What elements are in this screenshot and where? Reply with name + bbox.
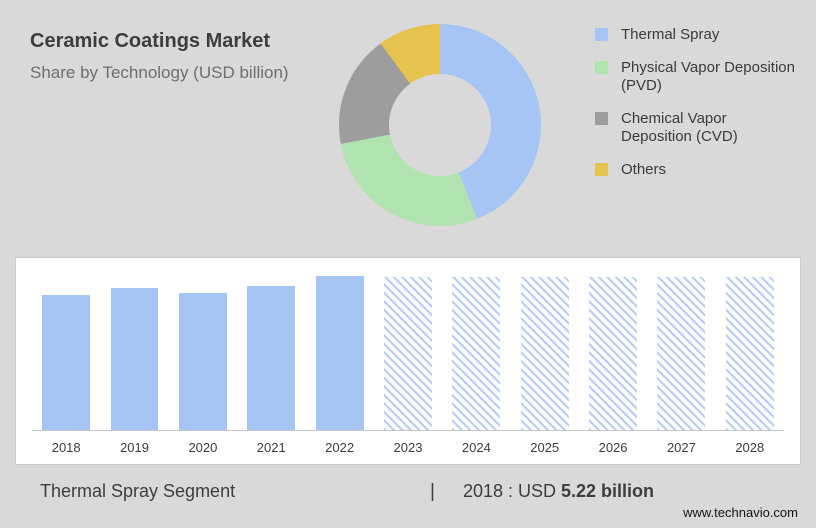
forecast-bar	[452, 277, 501, 430]
bar-slot	[579, 272, 647, 430]
bar-slot	[237, 272, 305, 430]
page-subtitle: Share by Technology (USD billion)	[30, 63, 289, 82]
bar-slot	[32, 272, 100, 430]
year-label: 2019	[120, 440, 149, 455]
legend-item: Physical Vapor Deposition (PVD)	[595, 59, 806, 95]
legend-label: Thermal Spray	[621, 26, 720, 43]
year-label: 2026	[598, 440, 628, 455]
legend-label: Chemical Vapor Deposition (CVD)	[621, 110, 738, 145]
year-label: 2022	[325, 440, 355, 455]
bar-slot	[169, 272, 237, 430]
year-label: 2018	[51, 440, 81, 455]
donut-chart	[339, 24, 541, 226]
value-bar	[178, 292, 227, 430]
bar-slot	[442, 272, 510, 430]
stat-value: 5.22 billion	[561, 481, 655, 501]
value-bar	[315, 275, 364, 430]
forecast-bar	[725, 277, 774, 430]
forecast-bar	[384, 277, 432, 430]
legend-swatch	[595, 28, 608, 41]
bar-slot	[305, 272, 373, 430]
footer-stat: 2018 : USD 5.22 billion	[463, 481, 654, 502]
forecast-bar	[657, 277, 706, 430]
year-label: 2027	[666, 440, 696, 455]
footer: Thermal Spray Segment | 2018 : USD 5.22 b…	[0, 465, 816, 528]
header-block: Ceramic Coatings Market Share by Technol…	[0, 0, 330, 245]
legend-label: Others	[621, 161, 667, 178]
donut-wrap	[330, 0, 550, 245]
page-title: Ceramic Coatings Market	[30, 30, 271, 52]
donut-legend: Thermal Spray Physical Vapor Deposition (…	[550, 0, 816, 245]
footer-row: Thermal Spray Segment | 2018 : USD 5.22 b…	[40, 481, 776, 503]
legend-swatch	[595, 112, 608, 125]
stat-prefix: 2018 : USD	[462, 481, 556, 501]
year-label: 2023	[393, 440, 423, 455]
year-label: 2028	[735, 440, 765, 455]
legend-label: Physical Vapor Deposition (PVD)	[621, 59, 795, 94]
donut-hole	[389, 74, 491, 176]
top-section: Ceramic Coatings Market Share by Technol…	[0, 0, 816, 245]
value-bar	[247, 286, 296, 430]
segment-label: Thermal Spray Segment	[40, 481, 236, 501]
year-label: 2021	[256, 440, 286, 455]
year-label: 2024	[461, 440, 491, 455]
bar-slot	[374, 272, 442, 430]
bar-chart-plot-area	[32, 272, 784, 431]
x-axis-labels: 2018 2019 2020 2021 2022 2023 2024 2025 2026 2027…	[32, 431, 784, 464]
forecast-bar	[589, 277, 637, 430]
legend-swatch	[595, 163, 608, 176]
bar-slot	[647, 272, 715, 430]
footer-divider: |	[430, 481, 435, 502]
legend-item: Thermal Spray	[595, 26, 806, 44]
bar-slot	[100, 272, 168, 430]
year-label: 2025	[530, 440, 560, 455]
bar-chart-panel: 2018 2019 2020 2021 2022 2023 2024 2025 2026 2027…	[15, 257, 801, 465]
website-link[interactable]: www.technavio.com	[683, 505, 798, 520]
legend-item: Others	[595, 161, 806, 179]
legend-item: Chemical Vapor Deposition (CVD)	[595, 110, 806, 146]
bar-slot	[716, 272, 784, 430]
value-bar	[110, 287, 159, 430]
value-bar	[42, 294, 91, 430]
year-label: 2020	[188, 440, 218, 455]
forecast-bar	[520, 277, 569, 430]
legend-swatch	[595, 61, 608, 74]
bar-slot	[511, 272, 579, 430]
